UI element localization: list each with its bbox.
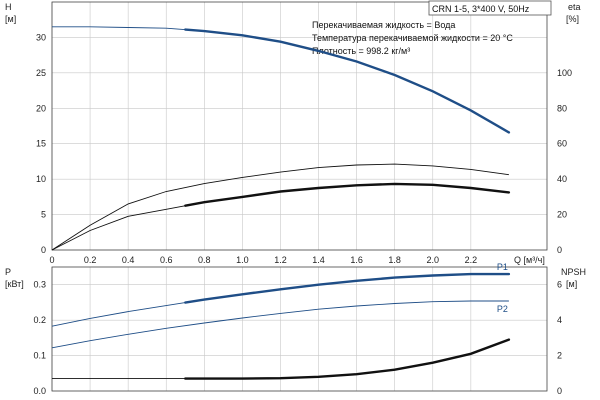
top-series-line [51, 163, 509, 251]
top-right-tick-label: 60 [557, 139, 567, 149]
x-tick-label: 1.2 [274, 255, 287, 265]
x-tick-label: 2.2 [465, 255, 478, 265]
series-label: P2 [497, 304, 508, 314]
bottom-series: P1 P2 [51, 262, 511, 380]
x-tick-label: 1.8 [388, 255, 401, 265]
bottom-series-line-operating [184, 338, 511, 380]
top-series [51, 26, 511, 251]
x-tick-labels: 0 0.2 0.4 0.6 0.8 1.0 1.2 1.4 1.6 1.8 2.0 2.2 [49, 255, 477, 265]
model-title-frame [428, 0, 552, 16]
top-left-tick-label: 30 [36, 32, 46, 42]
fluid-info-line: Температура перекачиваемой жидкости = 20… [312, 33, 513, 43]
bottom-right-tick-label: 0 [557, 386, 562, 396]
fluid-info: Перекачиваемая жидкость = Вода Температу… [312, 20, 513, 56]
bottom-left-tick-label: 0.3 [33, 280, 46, 290]
top-left-axis-label-name: H [5, 2, 12, 12]
top-plot-frame [51, 1, 548, 251]
bottom-left-tick-label: 0.0 [33, 386, 46, 396]
bottom-left-axis-label-unit: [кВт] [5, 279, 24, 289]
bottom-left-tick-label: 0.1 [33, 351, 46, 361]
top-right-tick-label: 0 [557, 245, 562, 255]
fluid-info-line: Плотность = 998.2 кг/м³ [312, 46, 410, 56]
bottom-series-line [51, 300, 509, 349]
top-left-tick-label: 5 [41, 210, 46, 220]
bottom-right-axis-label-unit: [м] [566, 279, 577, 289]
top-left-tick-labels: 0 5 10 15 20 25 30 [36, 32, 46, 255]
top-series-line-operating [184, 182, 511, 207]
x-tick-label: 1.6 [350, 255, 363, 265]
top-right-axis-label-unit: [%] [566, 14, 579, 24]
bottom-left-tick-label: 0.2 [33, 315, 46, 325]
top-right-tick-labels: 0 20 40 60 80 100 [557, 68, 572, 255]
bottom-right-axis-label-name: NPSH [561, 267, 586, 277]
x-tick-label: 0.2 [84, 255, 97, 265]
bottom-left-axis-label-name: P [5, 267, 11, 277]
x-tick-label: 1.4 [312, 255, 325, 265]
x-axis-label: Q [м³/ч] [514, 255, 545, 265]
bottom-right-tick-label: 2 [557, 351, 562, 361]
top-left-tick-label: 25 [36, 68, 46, 78]
x-tick-label: 0 [49, 255, 54, 265]
bottom-right-tick-label: 4 [557, 315, 562, 325]
x-tick-label: 2.0 [427, 255, 440, 265]
bottom-right-tick-label: 6 [557, 280, 562, 290]
model-title-box: CRN 1-5, 3*400 V, 50Hz [428, 0, 552, 16]
bottom-plot-frame [51, 266, 548, 392]
x-tick-label: 1.0 [236, 255, 249, 265]
top-right-axis-label-name: eta [568, 2, 581, 12]
top-right-tick-label: 80 [557, 103, 567, 113]
top-grid [51, 2, 547, 251]
bottom-panel: P [кВт] NPSH [м] 0.0 0.1 0.2 0.3 0 2 4 6 P1 P2 [5, 262, 586, 396]
model-title: CRN 1-5, 3*400 V, 50Hz [432, 4, 530, 14]
top-right-tick-label: 100 [557, 68, 572, 78]
fluid-info-line: Перекачиваемая жидкость = Вода [312, 20, 455, 30]
top-left-axis-label-unit: [м] [5, 14, 16, 24]
x-tick-label: 0.4 [122, 255, 135, 265]
x-tick-label: 0.6 [160, 255, 173, 265]
top-left-tick-label: 20 [36, 103, 46, 113]
top-left-tick-label: 10 [36, 174, 46, 184]
series-label: P1 [497, 262, 508, 272]
bottom-right-tick-labels: 0 2 4 6 [557, 280, 562, 396]
top-series-line-operating [184, 28, 511, 134]
top-right-tick-label: 40 [557, 174, 567, 184]
top-left-tick-label: 0 [41, 245, 46, 255]
bottom-left-tick-labels: 0.0 0.1 0.2 0.3 [33, 280, 46, 396]
x-tick-label: 0.8 [198, 255, 211, 265]
top-left-tick-label: 15 [36, 139, 46, 149]
top-right-tick-label: 20 [557, 210, 567, 220]
bottom-series-line-operating [184, 272, 511, 304]
